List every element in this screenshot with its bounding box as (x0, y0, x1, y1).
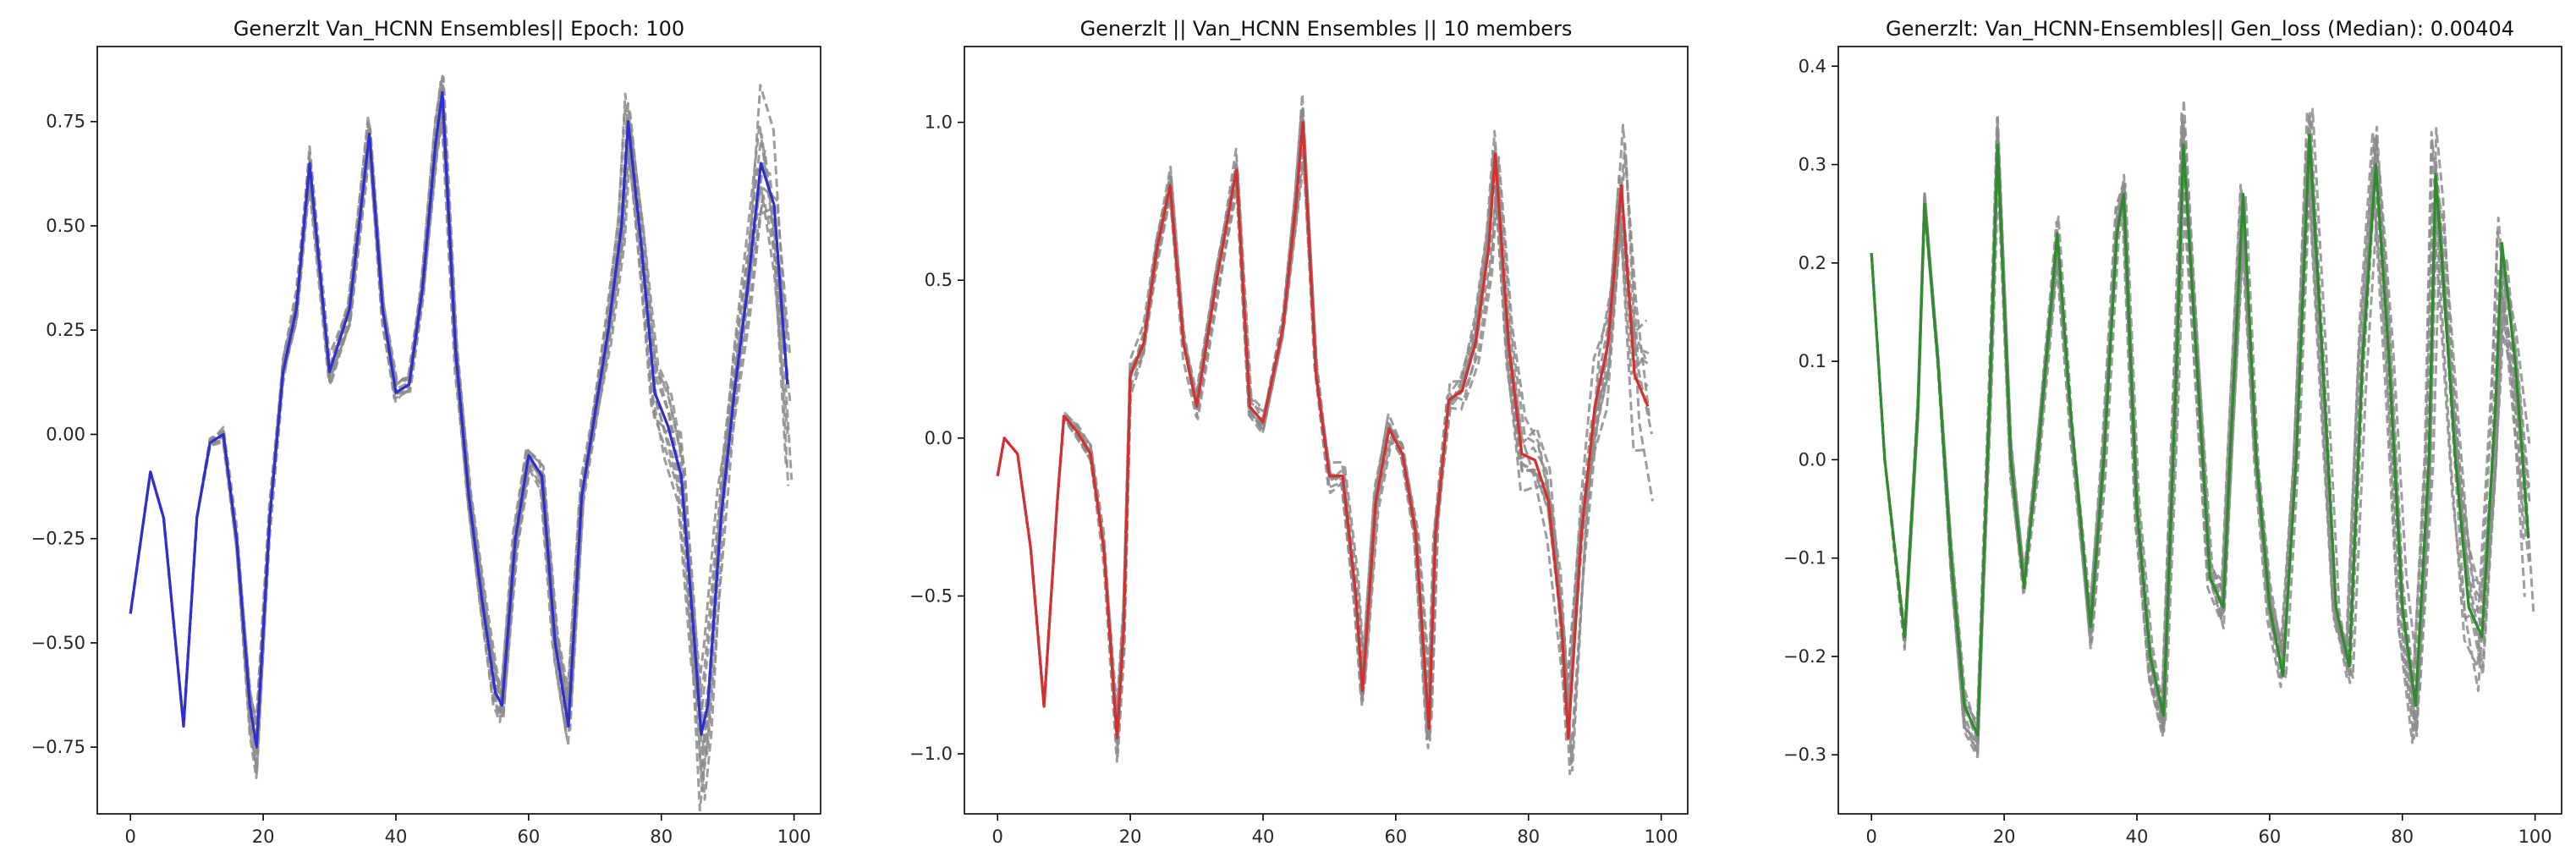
series-main-line (1870, 134, 2530, 737)
y-tick-label: 0.75 (46, 112, 85, 132)
y-tick-label: −0.1 (1783, 548, 1826, 569)
chart-vdp-members: Generzlt || Van_HCNN Ensembles || 10 mem… (909, 17, 1689, 847)
y-tick-label: 0.0 (1799, 449, 1826, 470)
x-tick-label: 100 (777, 827, 811, 847)
series-member-line (129, 117, 788, 812)
series-member-line (996, 129, 1647, 763)
x-tick-label: 100 (2518, 827, 2552, 847)
x-tick-label: 80 (2391, 827, 2414, 847)
x-tick-label: 0 (1866, 827, 1877, 847)
x-tick-label: 0 (992, 827, 1003, 847)
y-tick-label: 0.00 (46, 424, 85, 444)
y-tick-label: 0.1 (1799, 351, 1826, 371)
chart-vdp-epoch: Generzlt Van_HCNN Ensembles|| Epoch: 100… (31, 17, 821, 847)
x-tick-label: 80 (650, 827, 673, 847)
series-member-line (996, 151, 1654, 772)
x-tick-label: 60 (2258, 827, 2281, 847)
y-tick-label: −0.75 (31, 737, 85, 757)
series-member-line (129, 113, 790, 793)
x-tick-label: 20 (252, 827, 275, 847)
x-tick-label: 20 (1119, 827, 1142, 847)
x-tick-label: 40 (1252, 827, 1275, 847)
x-tick-label: 100 (1645, 827, 1678, 847)
y-tick-label: 0.5 (925, 270, 953, 290)
y-tick-label: −0.5 (909, 585, 953, 606)
y-tick-label: 0.50 (46, 216, 85, 236)
x-tick-label: 60 (517, 827, 540, 847)
chart-title: Generzlt: Van_HCNN-Ensembles|| Gen_loss … (1886, 17, 2514, 41)
chart-vdp-gen-loss: Generzlt: Van_HCNN-Ensembles|| Gen_loss … (1783, 17, 2562, 847)
x-tick-label: 20 (1993, 827, 2016, 847)
y-tick-label: 0.2 (1799, 253, 1826, 273)
y-tick-label: 0.4 (1799, 56, 1826, 76)
x-tick-label: 40 (385, 827, 408, 847)
y-tick-label: 0.0 (925, 428, 953, 448)
y-tick-label: −0.3 (1783, 744, 1826, 765)
series-member-line (1870, 110, 2526, 729)
series-main-line (129, 91, 789, 749)
x-tick-label: 0 (125, 827, 136, 847)
y-tick-label: −0.2 (1783, 646, 1826, 667)
series-main-line (996, 121, 1650, 739)
x-tick-label: 80 (1517, 827, 1540, 847)
y-tick-label: 0.25 (46, 320, 85, 340)
series-member-line (129, 80, 785, 734)
chart-title: Generzlt || Van_HCNN Ensembles || 10 mem… (1080, 17, 1573, 41)
chart-title: Generzlt Van_HCNN Ensembles|| Epoch: 100 (233, 17, 684, 41)
x-tick-label: 60 (1384, 827, 1407, 847)
y-tick-label: 1.0 (925, 113, 953, 133)
x-tick-label: 40 (2126, 827, 2149, 847)
y-tick-label: −0.50 (31, 633, 85, 653)
series-member-line (1870, 107, 2535, 735)
y-tick-label: −0.25 (31, 529, 85, 549)
y-tick-label: −1.0 (909, 744, 953, 764)
y-tick-label: 0.3 (1799, 155, 1826, 175)
